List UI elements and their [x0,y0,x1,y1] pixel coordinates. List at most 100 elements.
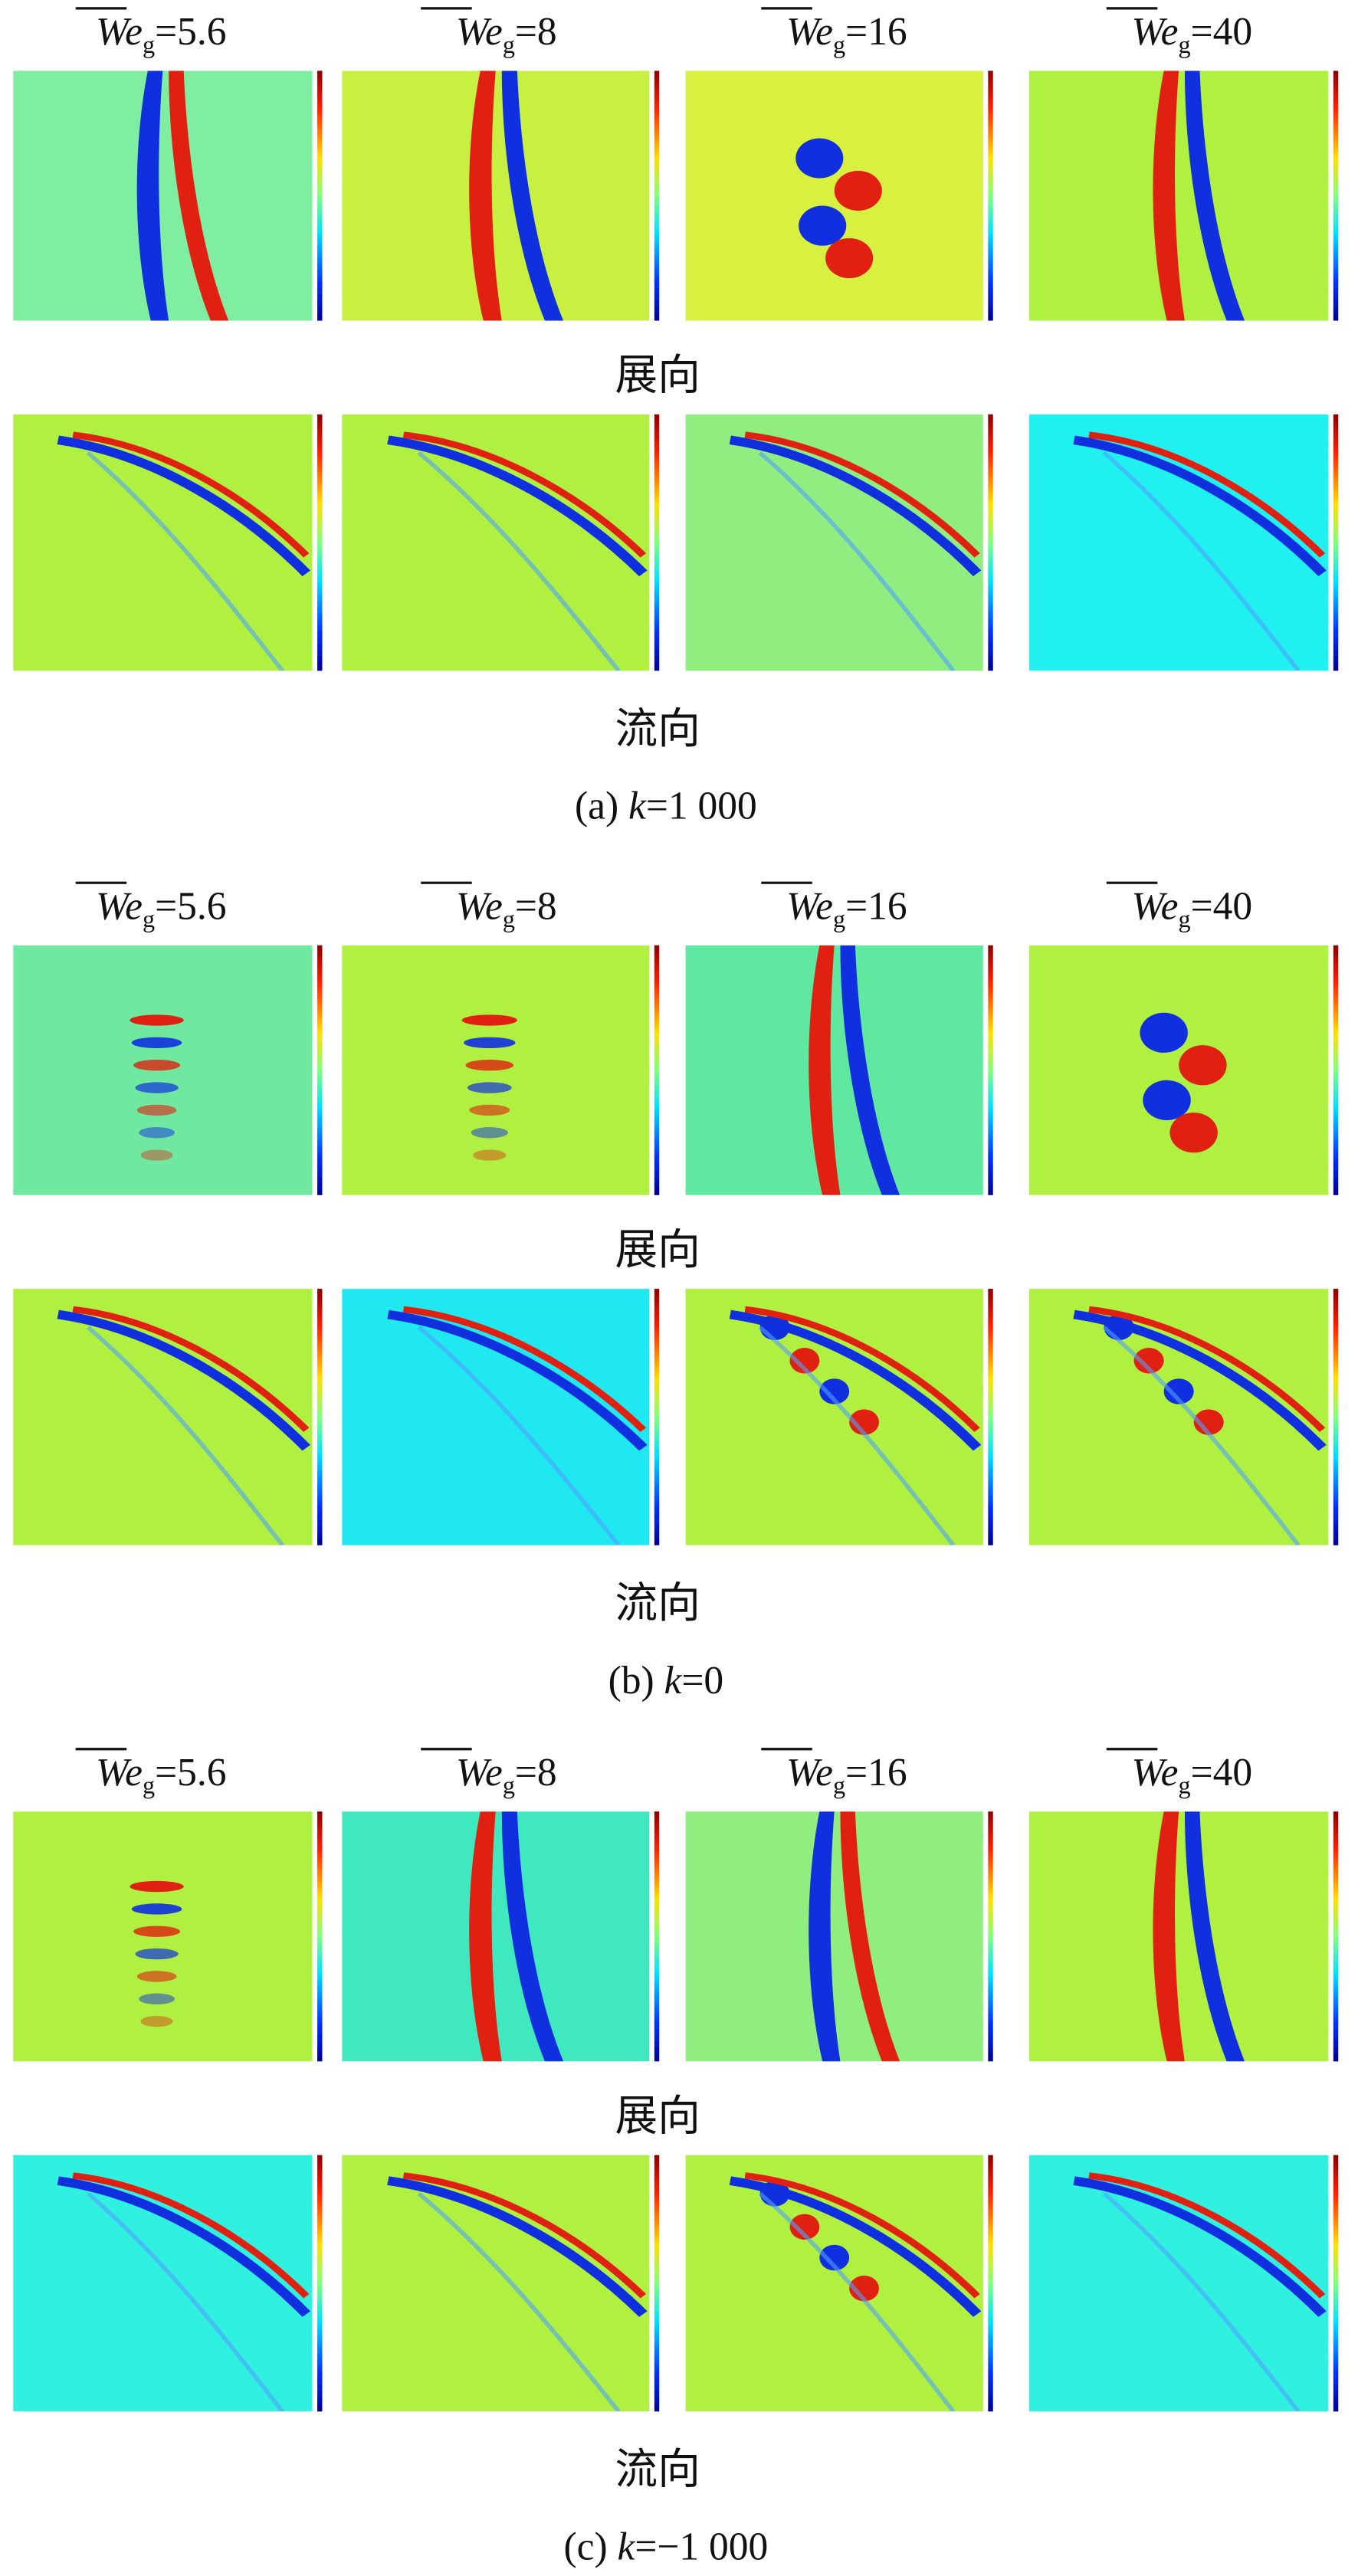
contour-plot [1028,2155,1329,2412]
contour-blob [834,170,882,211]
contour-blob [849,1409,879,1435]
colorbar [988,2155,993,2412]
symbol: We [96,10,143,54]
contour-streak [729,435,982,577]
colorbar [654,414,660,671]
column-header: Weg=8 [456,1751,557,1799]
colorbar [1333,1811,1339,2062]
contour-plot [342,414,650,671]
contour-blob [1133,1348,1164,1374]
subscript: g [503,1771,515,1799]
parameter-value: =8 [515,10,557,54]
parameter-value: =8 [515,884,557,928]
subscript: g [833,905,845,932]
contour-streak [1088,431,1326,558]
contour-blob [473,1149,507,1161]
contour-blob [461,1014,517,1026]
parameter-value: =5.6 [155,10,226,54]
contour-blob [1140,1012,1188,1053]
symbol: We [1132,884,1179,928]
column-header: Weg=40 [1132,884,1253,932]
colorbar [988,1289,993,1545]
colorbar [317,1811,323,2062]
contour-streak [72,2172,310,2299]
contour-streak [501,1811,564,2062]
plot-background [685,70,983,321]
subscript: g [143,1771,155,1799]
contour-streak [1102,451,1301,671]
column-header: Weg=40 [1132,10,1253,58]
parameter-value: =40 [1191,10,1253,54]
parameter-value: =16 [845,1751,907,1794]
contour-streak [86,451,284,671]
contour-streak [57,1309,310,1451]
contour-streak [840,1811,900,2062]
colorbar [654,2155,660,2412]
contour-plot [685,1289,983,1545]
colorbar [317,1289,323,1545]
symbol: We [96,1751,143,1794]
contour-streak [72,1306,310,1432]
contour-blob [789,1348,820,1374]
column-header: Weg=40 [1132,1751,1253,1799]
contour-streak [387,435,648,577]
contour-blob [135,1948,179,1960]
subscript: g [833,1771,845,1799]
colorbar [317,2155,323,2412]
row-label: 展向 [615,2091,700,2141]
contour-plot [13,2155,313,2412]
row-label: 流向 [615,1578,700,1628]
contour-streak [402,431,647,558]
parameter-value: =16 [845,884,907,928]
caption-variable: k [617,2525,635,2568]
caption-prefix: (a) [575,785,628,828]
subscript: g [503,905,515,932]
subscript: g [1179,31,1191,58]
parameter-value: =16 [845,10,907,54]
contour-plot [1028,1289,1329,1545]
contour-plot [685,70,983,321]
contour-plot [1028,945,1329,1195]
contour-streak [72,431,310,558]
contour-plot [13,945,313,1195]
colorbar [1333,945,1339,1195]
contour-blob [1169,1113,1218,1153]
symbol: We [786,1751,833,1794]
contour-streak [169,70,229,321]
contour-streak [86,1326,284,1545]
contour-streak [1073,435,1327,577]
contour-streak [1088,2172,1326,2299]
contour-blob [140,1149,173,1161]
colorbar [1333,2155,1339,2412]
caption-variable: k [628,785,647,828]
contour-blob [140,2016,173,2027]
contour-blob [139,1993,175,2005]
contour-streak [758,2192,956,2412]
caption-prefix: (c) [563,2525,617,2568]
contour-blob [465,1060,514,1071]
contour-streak [1073,2176,1327,2317]
colorbar [654,70,660,321]
contour-blob [131,1037,182,1049]
contour-blob [136,1104,177,1116]
contour-streak [387,2176,648,2317]
contour-streak [57,435,310,577]
contour-streak [417,2192,621,2412]
caption-value: =0 [681,1659,723,1703]
subscript: g [1179,905,1191,932]
contour-blob [1143,1080,1191,1120]
contour-blob [139,1127,175,1139]
colorbar [317,414,323,671]
contour-blob [467,1082,512,1093]
column-header: Weg=5.6 [96,884,226,932]
colorbar [317,945,323,1195]
contour-blob [131,1903,182,1915]
column-header: Weg=8 [456,10,557,58]
column-header: Weg=16 [786,10,907,58]
symbol: We [1132,1751,1179,1794]
contour-streak [1153,70,1185,321]
caption-value: =−1 000 [635,2525,768,2568]
contour-streak [729,1309,982,1451]
contour-streak [809,945,841,1195]
column-header: Weg=8 [456,884,557,932]
